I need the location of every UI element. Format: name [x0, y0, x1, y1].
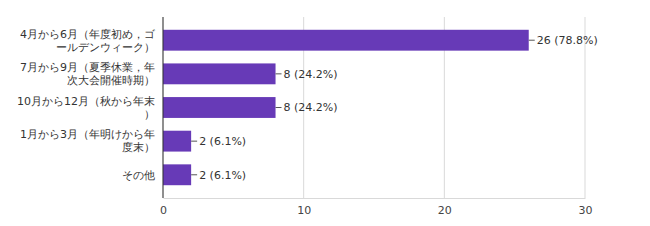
- bar: [163, 164, 191, 185]
- x-tick: 10: [297, 198, 311, 217]
- grid: [163, 17, 585, 198]
- data-labels: 26 (78.8%) 8 (24.2%) 8 (24.2%) 2 (6.1%) 2 (6…: [191, 34, 598, 182]
- bar: [163, 30, 529, 51]
- bar: [163, 97, 276, 118]
- x-tick: 30: [579, 198, 593, 217]
- data-label: 2 (6.1%): [199, 135, 246, 148]
- data-label: 26 (78.8%): [537, 34, 598, 47]
- label-leader: [276, 73, 282, 74]
- y-labels: 4月から6月（年度初め，ゴールデンウィーク） 7月から9月（夏季休業，年次大会開催…: [17, 28, 156, 182]
- y-tick-label: 10月から12月（秋から年末）: [17, 95, 155, 121]
- y-axis-line: [163, 17, 164, 198]
- data-label: 8 (24.2%): [284, 101, 338, 114]
- x-tick-label: 30: [579, 204, 593, 217]
- x-tick-label: 10: [297, 204, 311, 217]
- x-tick-label: 20: [438, 204, 452, 217]
- x-tick: 0: [160, 198, 167, 217]
- label-leader: [191, 174, 197, 175]
- y-tick-label: 4月から6月（年度初め，ゴールデンウィーク）: [20, 28, 156, 54]
- plot: 0 10 20 30 26 (78.8%) 8 (24.2%) 8 (24.2%) 2 (6.…: [17, 17, 598, 217]
- x-tick: 20: [438, 198, 452, 217]
- grid-line: [163, 17, 164, 198]
- bar: [163, 131, 191, 152]
- label-leader: [276, 107, 282, 108]
- data-label: 8 (24.2%): [284, 68, 338, 81]
- y-tick-label: 7月から9月（夏季休業，年次大会開催時期）: [20, 61, 155, 87]
- x-axis-line: [164, 198, 586, 199]
- x-axis: 0 10 20 30: [160, 198, 593, 217]
- y-tick-label: 1月から3月（年明けから年度末）: [20, 128, 155, 154]
- chart: 0 10 20 30 26 (78.8%) 8 (24.2%) 8 (24.2%) 2 (6.…: [0, 0, 650, 226]
- label-leader: [529, 40, 535, 41]
- bars: [163, 30, 529, 185]
- x-tick-label: 0: [160, 204, 167, 217]
- data-label: 2 (6.1%): [199, 169, 246, 182]
- label-leader: [191, 141, 197, 142]
- bar: [163, 63, 276, 84]
- y-tick-label: その他: [122, 169, 155, 182]
